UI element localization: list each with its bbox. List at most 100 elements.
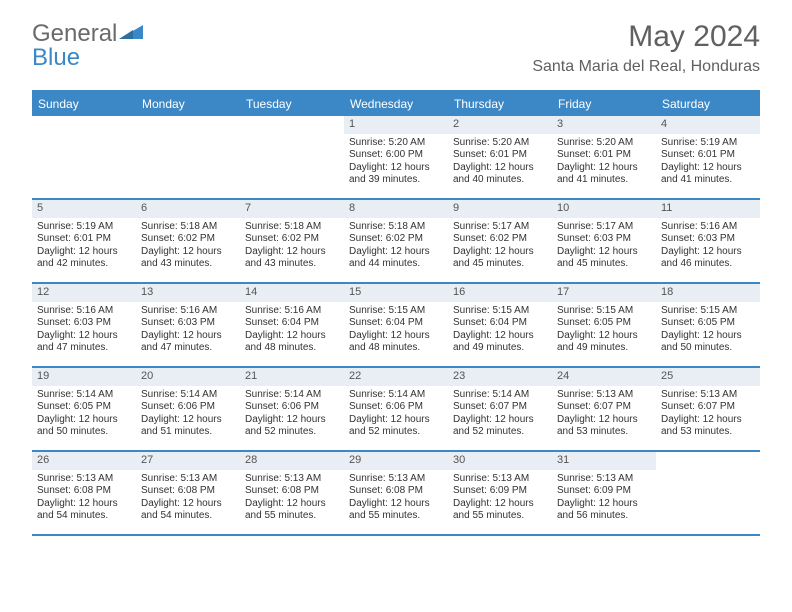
sunset-line: Sunset: 6:02 PM [141,233,235,246]
day-number: 13 [136,284,240,302]
day-number: 8 [344,200,448,218]
day-number: 31 [552,452,656,470]
sunrise-line: Sunrise: 5:20 AM [349,137,443,150]
sunrise-line: Sunrise: 5:16 AM [245,305,339,318]
weekday-header: Monday [136,92,240,116]
sunset-line: Sunset: 6:08 PM [349,485,443,498]
sunrise-line: Sunrise: 5:13 AM [661,389,755,402]
day-cell: 23Sunrise: 5:14 AMSunset: 6:07 PMDayligh… [448,368,552,450]
daylight-line: Daylight: 12 hours and 52 minutes. [453,414,547,439]
sunset-line: Sunset: 6:09 PM [557,485,651,498]
sunset-line: Sunset: 6:07 PM [453,401,547,414]
day-content: Sunrise: 5:13 AMSunset: 6:07 PMDaylight:… [656,386,760,444]
weekday-header: Sunday [32,92,136,116]
sunrise-line: Sunrise: 5:19 AM [661,137,755,150]
sunset-line: Sunset: 6:00 PM [349,149,443,162]
day-number: 28 [240,452,344,470]
day-content: Sunrise: 5:13 AMSunset: 6:08 PMDaylight:… [32,470,136,528]
daylight-line: Daylight: 12 hours and 54 minutes. [141,498,235,523]
daylight-line: Daylight: 12 hours and 50 minutes. [661,330,755,355]
day-cell: 8Sunrise: 5:18 AMSunset: 6:02 PMDaylight… [344,200,448,282]
sunrise-line: Sunrise: 5:15 AM [453,305,547,318]
sunrise-line: Sunrise: 5:20 AM [453,137,547,150]
day-cell: 10Sunrise: 5:17 AMSunset: 6:03 PMDayligh… [552,200,656,282]
calendar-grid: SundayMondayTuesdayWednesdayThursdayFrid… [32,90,760,536]
day-number: 4 [656,116,760,134]
day-number: 25 [656,368,760,386]
daylight-line: Daylight: 12 hours and 50 minutes. [37,414,131,439]
day-cell: 1Sunrise: 5:20 AMSunset: 6:00 PMDaylight… [344,116,448,198]
sunrise-line: Sunrise: 5:18 AM [349,221,443,234]
day-content: Sunrise: 5:17 AMSunset: 6:03 PMDaylight:… [552,218,656,276]
day-content: Sunrise: 5:16 AMSunset: 6:03 PMDaylight:… [656,218,760,276]
day-cell: 6Sunrise: 5:18 AMSunset: 6:02 PMDaylight… [136,200,240,282]
weekday-header: Thursday [448,92,552,116]
day-cell: 11Sunrise: 5:16 AMSunset: 6:03 PMDayligh… [656,200,760,282]
day-content: Sunrise: 5:18 AMSunset: 6:02 PMDaylight:… [344,218,448,276]
day-content: Sunrise: 5:18 AMSunset: 6:02 PMDaylight:… [240,218,344,276]
weekday-header-row: SundayMondayTuesdayWednesdayThursdayFrid… [32,92,760,116]
sunset-line: Sunset: 6:06 PM [245,401,339,414]
day-content: Sunrise: 5:16 AMSunset: 6:04 PMDaylight:… [240,302,344,360]
day-content: Sunrise: 5:16 AMSunset: 6:03 PMDaylight:… [32,302,136,360]
day-content: Sunrise: 5:14 AMSunset: 6:07 PMDaylight:… [448,386,552,444]
week-row: 5Sunrise: 5:19 AMSunset: 6:01 PMDaylight… [32,200,760,284]
day-content: Sunrise: 5:13 AMSunset: 6:09 PMDaylight:… [552,470,656,528]
day-cell: 20Sunrise: 5:14 AMSunset: 6:06 PMDayligh… [136,368,240,450]
daylight-line: Daylight: 12 hours and 45 minutes. [557,246,651,271]
sunrise-line: Sunrise: 5:16 AM [141,305,235,318]
sunrise-line: Sunrise: 5:17 AM [557,221,651,234]
daylight-line: Daylight: 12 hours and 42 minutes. [37,246,131,271]
daylight-line: Daylight: 12 hours and 52 minutes. [349,414,443,439]
day-number: 22 [344,368,448,386]
day-content: Sunrise: 5:19 AMSunset: 6:01 PMDaylight:… [656,134,760,192]
day-cell: 12Sunrise: 5:16 AMSunset: 6:03 PMDayligh… [32,284,136,366]
day-number: 11 [656,200,760,218]
sunset-line: Sunset: 6:04 PM [245,317,339,330]
sunset-line: Sunset: 6:03 PM [557,233,651,246]
sunset-line: Sunset: 6:01 PM [37,233,131,246]
day-cell: 3Sunrise: 5:20 AMSunset: 6:01 PMDaylight… [552,116,656,198]
daylight-line: Daylight: 12 hours and 41 minutes. [661,162,755,187]
day-cell: 29Sunrise: 5:13 AMSunset: 6:08 PMDayligh… [344,452,448,534]
day-cell: 24Sunrise: 5:13 AMSunset: 6:07 PMDayligh… [552,368,656,450]
day-content: Sunrise: 5:14 AMSunset: 6:05 PMDaylight:… [32,386,136,444]
week-row: 26Sunrise: 5:13 AMSunset: 6:08 PMDayligh… [32,452,760,536]
daylight-line: Daylight: 12 hours and 53 minutes. [557,414,651,439]
day-number: 5 [32,200,136,218]
sunrise-line: Sunrise: 5:14 AM [37,389,131,402]
daylight-line: Daylight: 12 hours and 43 minutes. [141,246,235,271]
sunset-line: Sunset: 6:08 PM [141,485,235,498]
sunset-line: Sunset: 6:01 PM [453,149,547,162]
day-number: 27 [136,452,240,470]
sunset-line: Sunset: 6:03 PM [37,317,131,330]
day-number: 9 [448,200,552,218]
day-cell: 27Sunrise: 5:13 AMSunset: 6:08 PMDayligh… [136,452,240,534]
day-number: 21 [240,368,344,386]
sunrise-line: Sunrise: 5:14 AM [245,389,339,402]
sunrise-line: Sunrise: 5:15 AM [557,305,651,318]
day-number: 3 [552,116,656,134]
day-content: Sunrise: 5:19 AMSunset: 6:01 PMDaylight:… [32,218,136,276]
day-number: 15 [344,284,448,302]
sunset-line: Sunset: 6:07 PM [557,401,651,414]
weekday-header: Friday [552,92,656,116]
day-number: 14 [240,284,344,302]
day-content: Sunrise: 5:15 AMSunset: 6:05 PMDaylight:… [656,302,760,360]
sunset-line: Sunset: 6:07 PM [661,401,755,414]
day-cell: 14Sunrise: 5:16 AMSunset: 6:04 PMDayligh… [240,284,344,366]
day-content: Sunrise: 5:13 AMSunset: 6:09 PMDaylight:… [448,470,552,528]
day-cell: 22Sunrise: 5:14 AMSunset: 6:06 PMDayligh… [344,368,448,450]
sunset-line: Sunset: 6:04 PM [349,317,443,330]
sunrise-line: Sunrise: 5:18 AM [141,221,235,234]
daylight-line: Daylight: 12 hours and 39 minutes. [349,162,443,187]
sunrise-line: Sunrise: 5:16 AM [37,305,131,318]
empty-cell [136,116,240,198]
day-content: Sunrise: 5:15 AMSunset: 6:04 PMDaylight:… [344,302,448,360]
sunrise-line: Sunrise: 5:17 AM [453,221,547,234]
day-cell: 5Sunrise: 5:19 AMSunset: 6:01 PMDaylight… [32,200,136,282]
day-cell: 30Sunrise: 5:13 AMSunset: 6:09 PMDayligh… [448,452,552,534]
sunset-line: Sunset: 6:02 PM [349,233,443,246]
sunset-line: Sunset: 6:06 PM [349,401,443,414]
day-cell: 21Sunrise: 5:14 AMSunset: 6:06 PMDayligh… [240,368,344,450]
